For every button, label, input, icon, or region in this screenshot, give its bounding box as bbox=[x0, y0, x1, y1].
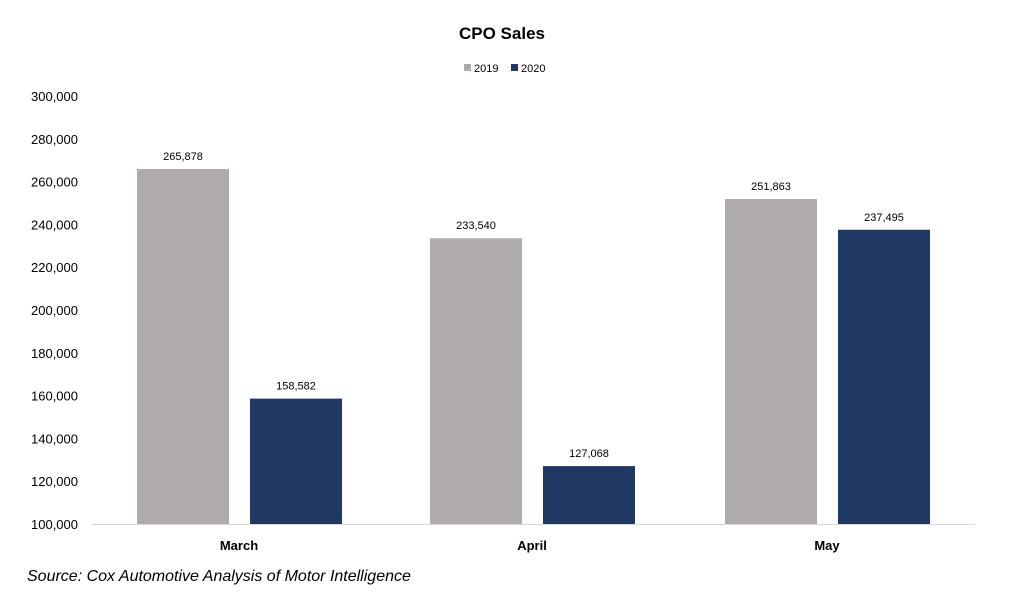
data-label: 127,068 bbox=[569, 448, 609, 460]
legend-label: 2020 bbox=[521, 63, 545, 75]
data-label: 251,863 bbox=[751, 181, 791, 193]
bar-2019-may bbox=[725, 199, 817, 524]
y-tick-label: 100,000 bbox=[31, 517, 78, 532]
bar-2019-march bbox=[137, 169, 229, 525]
y-tick-label: 200,000 bbox=[31, 303, 78, 318]
bar-2019-april bbox=[430, 238, 522, 524]
y-axis: 100,000 120,000 140,000 160,000 180,000 200,0… bbox=[31, 89, 78, 532]
y-tick-label: 280,000 bbox=[31, 132, 78, 147]
legend-swatch-2020 bbox=[511, 64, 518, 71]
data-label: 233,540 bbox=[456, 220, 496, 232]
category-label: March bbox=[220, 538, 258, 553]
data-label: 265,878 bbox=[163, 151, 203, 163]
bar-2020-april bbox=[543, 466, 635, 524]
legend-label: 2019 bbox=[474, 63, 498, 75]
bar-2020-march bbox=[250, 398, 342, 524]
y-tick-label: 180,000 bbox=[31, 346, 78, 361]
legend: 2019 2020 bbox=[464, 63, 545, 75]
bar-2020-may bbox=[838, 229, 930, 525]
data-label: 237,495 bbox=[864, 212, 904, 224]
y-tick-label: 120,000 bbox=[31, 474, 78, 489]
y-tick-label: 240,000 bbox=[31, 217, 78, 232]
category-label: April bbox=[517, 538, 547, 553]
legend-swatch-2019 bbox=[464, 64, 471, 71]
x-axis: March April May bbox=[92, 524, 975, 553]
y-tick-label: 160,000 bbox=[31, 389, 78, 404]
bars-group: 265,878 233,540 251,863 158,582 127,068 237,4… bbox=[137, 151, 930, 525]
y-tick-label: 220,000 bbox=[31, 260, 78, 275]
source-note: Source: Cox Automotive Analysis of Motor… bbox=[27, 568, 411, 585]
y-tick-label: 260,000 bbox=[31, 175, 78, 190]
bar-chart: CPO Sales 2019 2020 100,000 120,000 140,000… bbox=[31, 24, 975, 553]
chart-title: CPO Sales bbox=[459, 24, 545, 43]
y-tick-label: 300,000 bbox=[31, 89, 78, 104]
category-label: May bbox=[814, 538, 840, 553]
data-label: 158,582 bbox=[276, 381, 316, 393]
y-tick-label: 140,000 bbox=[31, 431, 78, 446]
